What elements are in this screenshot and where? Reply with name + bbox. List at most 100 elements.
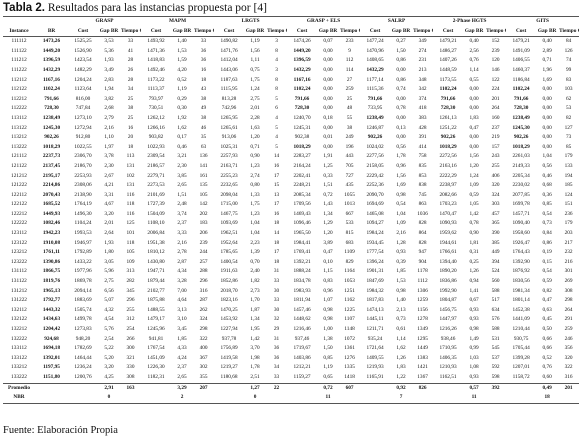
value-cell: 1349 <box>417 326 428 332</box>
value-cell: 28 <box>127 76 134 83</box>
value-cell: 1496,30 <box>74 210 92 217</box>
value-cell: 2,87 <box>177 258 187 265</box>
table-row: 122212 1449,93 1496,30 3,20 116 1504,09 3,74 20… <box>3 210 579 220</box>
header-cell <box>35 15 68 27</box>
table-row: 122112 2070,43 2138,90 3,31 116 2101,69 1,51 10… <box>3 191 579 201</box>
br-cell: 1449,20 <box>42 47 61 54</box>
value-cell: 160 <box>491 114 500 121</box>
value-cell: 1447,97 <box>439 316 457 323</box>
value-cell: 1399,28 <box>512 354 530 361</box>
value-cell: 124 <box>564 191 573 198</box>
value-cell: 3,33 <box>177 230 187 237</box>
instance-cell: 111112 <box>11 38 27 45</box>
value-cell: 259 <box>564 326 573 332</box>
subheader: Tiempo CPU <box>120 26 142 38</box>
value-cell: 34 <box>127 86 134 93</box>
value-cell: 233 <box>345 38 354 45</box>
value-cell: 16 <box>200 66 207 73</box>
value-cell: 0,13 <box>396 124 406 131</box>
value-cell: 1,70 <box>250 297 260 304</box>
value-cell: 1,08 <box>469 364 479 371</box>
value-cell: 0,47 <box>323 249 333 256</box>
summary-cell <box>120 393 142 404</box>
value-cell: 1888,24 <box>293 268 311 275</box>
value-cell: 38 <box>127 105 134 112</box>
value-cell: 1211,71 <box>366 326 384 332</box>
subheader: Gap BR <box>98 26 120 38</box>
value-cell: 34 <box>273 364 280 371</box>
value-cell: 838 <box>418 182 427 189</box>
value-cell: 428 <box>418 124 427 131</box>
value-cell: 2229,42 <box>366 172 384 179</box>
value-cell: 4,32 <box>104 306 114 313</box>
value-cell: 1,22 <box>396 373 406 380</box>
value-cell: 2,30 <box>177 162 187 169</box>
value-cell: 125 <box>126 220 135 227</box>
value-cell: 161 <box>199 172 208 179</box>
value-cell: 0,00 <box>323 76 333 83</box>
value-cell: 0,39 <box>396 258 406 265</box>
value-cell: 1992,90 <box>439 287 457 294</box>
value-cell: 38 <box>200 95 207 102</box>
subheader: Tiempo CPU <box>485 26 507 38</box>
value-cell: 1,50 <box>396 47 406 54</box>
value-cell: 1,00 <box>323 326 333 332</box>
summary-time: 207 <box>193 382 215 394</box>
value-cell: 2,64 <box>104 230 114 237</box>
value-cell: 1219,27 <box>220 364 238 371</box>
value-cell: 903,82 <box>148 134 164 141</box>
value-cell: 0,00 <box>396 134 406 141</box>
value-cell: 1412,04 <box>220 57 238 64</box>
value-cell: 185 <box>564 182 573 189</box>
value-cell: 588 <box>491 287 500 294</box>
value-cell: 3,13 <box>177 306 187 313</box>
value-cell: 0,17 <box>177 134 187 141</box>
value-cell: 3 <box>275 66 278 73</box>
value-cell: 1182,31 <box>147 373 165 380</box>
value-cell: 2,01 <box>104 220 114 227</box>
value-cell: 1,94 <box>104 86 114 93</box>
value-cell: 592 <box>491 364 500 371</box>
table-row: 122122 1685,52 1764,19 4,67 118 1727,39 2,48 14… <box>3 200 579 210</box>
value-cell: 2,65 <box>177 182 187 189</box>
br-cell: 1238,49 <box>42 114 61 121</box>
value-cell: 231 <box>418 57 427 64</box>
value-cell: 0,71 <box>250 143 260 150</box>
value-cell: 291 <box>564 316 573 323</box>
value-cell: 1158,72 <box>512 373 530 380</box>
value-cell: 1984,32 <box>366 287 384 294</box>
table-header: GRASP MAPM LRGTS GRASP + ELS SALRP 2-Phase HG… <box>3 15 580 38</box>
table-row: 111222 1432,29 1482,29 3,49 26 1492,46 4,20 16 1… <box>3 66 579 76</box>
br-cell: 1390,86 <box>42 258 61 265</box>
value-cell: 1457,46 <box>293 306 311 313</box>
value-cell: 1,04 <box>396 210 406 217</box>
value-cell: 38 <box>346 124 353 131</box>
value-cell: 2232,65 <box>220 182 238 189</box>
value-cell: 400 <box>199 345 208 352</box>
value-cell: 105 <box>199 191 208 198</box>
value-cell: 1432,29 <box>366 66 384 73</box>
value-cell: 2082,66 <box>439 191 457 198</box>
value-cell: 1,23 <box>250 210 260 217</box>
value-cell: 126 <box>564 47 573 54</box>
value-cell: 213 <box>418 66 427 73</box>
value-cell: 1,92 <box>177 114 187 121</box>
value-cell: 0,00 <box>469 105 479 112</box>
value-cell: 0,36 <box>542 191 552 198</box>
value-cell: 1464,44 <box>74 354 92 361</box>
value-cell: 1460,37 <box>512 66 530 73</box>
value-cell: 1764,43 <box>512 249 530 256</box>
value-cell: 114 <box>345 66 354 73</box>
value-cell: 1,69 <box>396 182 406 189</box>
value-cell: 255 <box>126 306 135 313</box>
value-cell: 0,63 <box>542 306 552 313</box>
value-cell: 791,66 <box>513 95 529 102</box>
value-cell: 2158,05 <box>366 162 384 169</box>
value-cell: 1,50 <box>323 345 333 352</box>
value-cell: 53 <box>565 105 572 112</box>
instance-cell: 123112 <box>11 230 27 237</box>
value-cell: 1216,46 <box>293 326 311 332</box>
instance-cell: 132112 <box>11 306 27 313</box>
value-cell: 324 <box>199 316 208 323</box>
value-cell: 1,93 <box>104 239 114 246</box>
